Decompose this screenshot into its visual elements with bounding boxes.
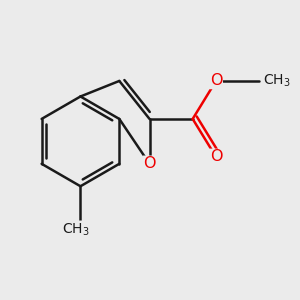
Text: O: O	[143, 156, 156, 171]
Text: O: O	[210, 74, 222, 88]
Text: CH$_3$: CH$_3$	[62, 221, 90, 238]
Text: CH$_3$: CH$_3$	[262, 73, 290, 89]
Text: O: O	[210, 149, 222, 164]
